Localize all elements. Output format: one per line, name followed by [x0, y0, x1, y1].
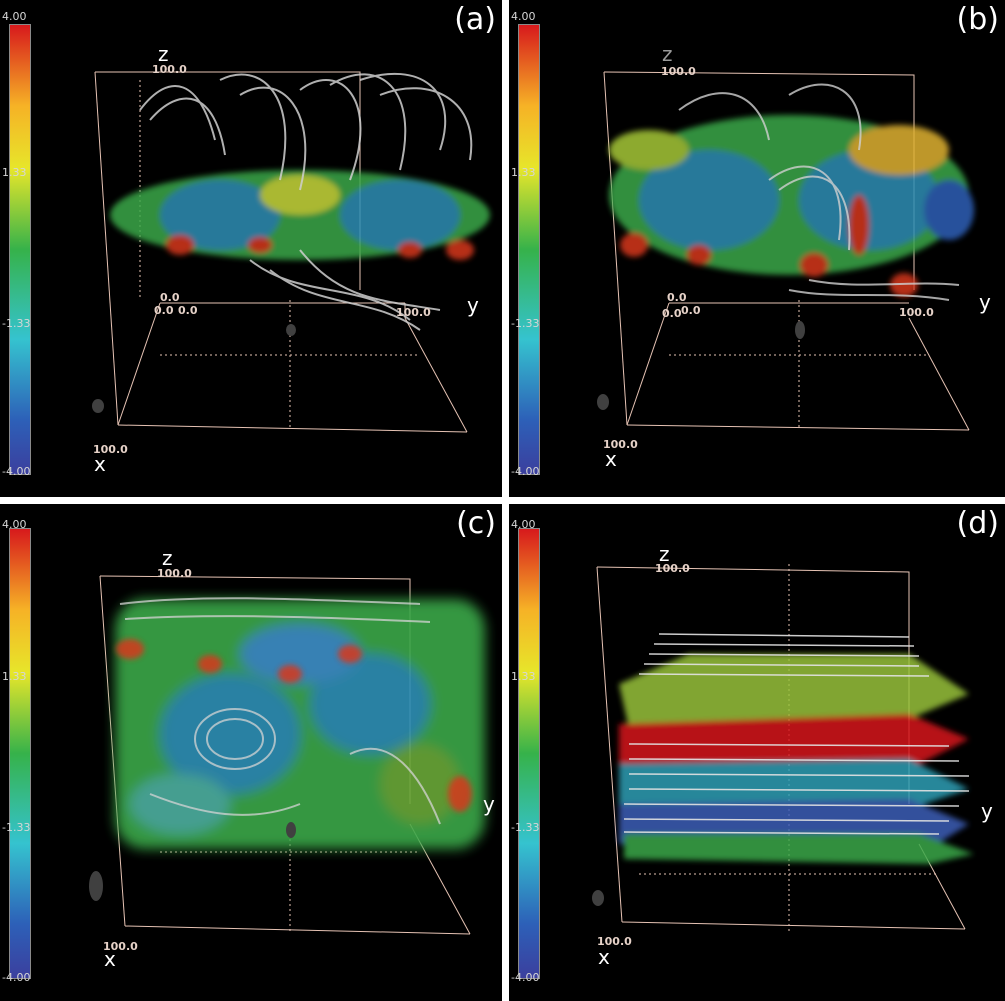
panel-a: 4.00 1.33 -1.33 -4.00 (a) z 100.0 0.0 0.… — [0, 0, 502, 497]
isosurface-b — [609, 115, 974, 297]
colorbar-min-label: -4.00 — [2, 465, 31, 478]
panel-b: 4.00 1.33 -1.33 -4.00 (b) z 100.0 0.0 0.… — [509, 0, 1005, 497]
colorbar-a — [9, 24, 31, 475]
x-tick-end: 100.0 — [103, 940, 138, 953]
colorbar-max-label: 4.00 — [511, 10, 536, 23]
colorbar-c — [9, 528, 31, 979]
x-tick-end: 100.0 — [603, 438, 638, 451]
axis-x-label: x — [104, 947, 116, 971]
origin-tick-3: 0.0 — [681, 304, 701, 317]
colorbar-max-label: 4.00 — [2, 10, 27, 23]
colorbar-upper-label: 1.33 — [2, 670, 27, 683]
axis-x-label: x — [598, 945, 610, 969]
colorbar-upper-label: 1.33 — [511, 166, 536, 179]
panel-d: 4.00 1.33 -1.33 -4.00 (d) z 100.0 y 100.… — [509, 504, 1005, 1001]
colorbar-max-label: 4.00 — [511, 518, 536, 531]
volume-render-b — [597, 71, 974, 431]
y-tick-end: 100.0 — [396, 306, 431, 319]
axis-x-label: x — [605, 447, 617, 471]
z-tick-top: 100.0 — [661, 65, 696, 78]
panel-tag-d: (d) — [956, 506, 999, 541]
axis-y-label: y — [483, 792, 495, 816]
colorbar-lower-label: -1.33 — [2, 317, 31, 330]
origin-tick-1: 0.0 — [667, 291, 687, 304]
colorbar-upper-label: 1.33 — [511, 670, 536, 683]
axis-y-label: y — [979, 290, 991, 314]
layer-surfaces-d — [619, 654, 974, 864]
panel-tag-b: (b) — [956, 2, 999, 37]
field-lines-c — [119, 597, 441, 825]
colorbar-min-label: -4.00 — [2, 971, 31, 984]
volume-render-c — [89, 575, 485, 935]
y-tick-end: 100.0 — [899, 306, 934, 319]
hotspots-c — [116, 639, 472, 812]
z-tick-top: 100.0 — [152, 63, 187, 76]
colorbar-max-label: 4.00 — [2, 518, 27, 531]
origin-tick-2: 0.0 — [662, 307, 682, 320]
panel-c: 4.00 1.33 -1.33 -4.00 (c) z 100.0 y 100.… — [0, 504, 502, 1001]
panel-tag-a: (a) — [454, 2, 496, 37]
axis-y-label: y — [981, 799, 993, 823]
isosurface-c — [115, 599, 485, 849]
colorbar-min-label: -4.00 — [511, 465, 540, 478]
colorbar-lower-label: -1.33 — [2, 821, 31, 834]
origin-tick-3: 0.0 — [178, 304, 198, 317]
colorbar-lower-label: -1.33 — [511, 317, 540, 330]
z-tick-top: 100.0 — [157, 567, 192, 580]
colorbar-upper-label: 1.33 — [2, 166, 27, 179]
x-tick-end: 100.0 — [597, 935, 632, 948]
axis-x-label: x — [94, 452, 106, 476]
axis-y-label: y — [467, 293, 479, 317]
colorbar-d — [518, 528, 540, 979]
field-lines-a — [139, 72, 473, 331]
x-tick-end: 100.0 — [93, 443, 128, 456]
origin-tick-2: 0.0 — [154, 304, 174, 317]
volume-render-a — [92, 71, 490, 433]
isosurface-a — [110, 170, 490, 260]
panel-tag-c: (c) — [456, 506, 496, 541]
axis-z-label: z — [662, 42, 673, 66]
field-lines-b — [678, 83, 960, 301]
origin-tick-1: 0.0 — [160, 291, 180, 304]
volume-render-d — [592, 564, 974, 934]
colorbar-lower-label: -1.33 — [511, 821, 540, 834]
field-lines-d — [623, 633, 970, 835]
axis-z-label: z — [158, 42, 169, 66]
axis-z-label: z — [659, 542, 670, 566]
colorbar-b — [518, 24, 540, 475]
z-tick-top: 100.0 — [655, 562, 690, 575]
colorbar-min-label: -4.00 — [511, 971, 540, 984]
axis-z-label: z — [162, 546, 173, 570]
